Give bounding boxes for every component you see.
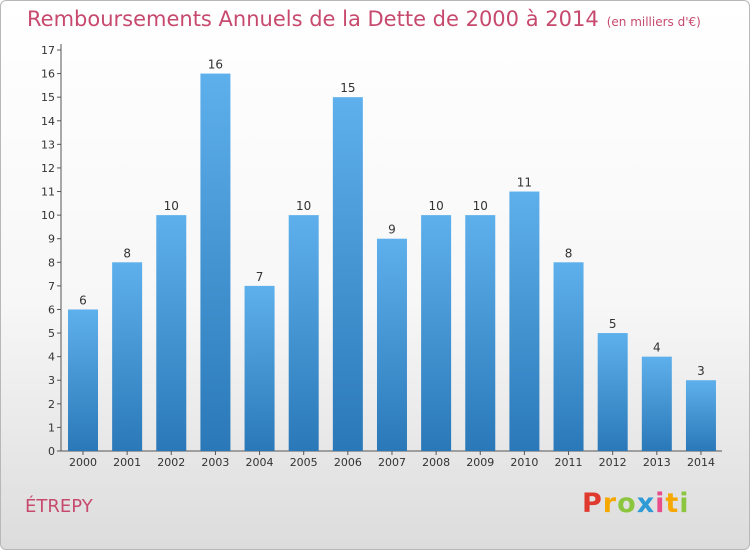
bar	[685, 380, 716, 451]
y-tick-label: 16	[41, 68, 55, 81]
bar	[68, 309, 98, 451]
logo-letter: r	[602, 488, 618, 519]
data-label: 10	[428, 199, 443, 213]
y-tick-label: 5	[48, 327, 55, 340]
y-tick-label: 9	[48, 233, 55, 246]
chart-unit: (en milliers d'€)	[606, 15, 701, 29]
data-label: 4	[653, 341, 661, 355]
x-tick-label: 2007	[378, 456, 406, 469]
x-tick-label: 2001	[113, 456, 141, 469]
bar	[597, 333, 628, 451]
logo-letter: i	[679, 488, 690, 519]
data-label: 7	[256, 270, 264, 284]
bar	[112, 262, 143, 451]
y-tick-label: 2	[48, 398, 55, 411]
x-tick-label: 2010	[510, 456, 538, 469]
x-tick-label: 2009	[466, 456, 494, 469]
bar	[288, 215, 319, 451]
y-tick-label: 14	[41, 115, 55, 128]
data-label: 3	[697, 364, 705, 378]
bar	[156, 215, 187, 451]
x-tick-label: 2012	[599, 456, 627, 469]
y-tick-label: 0	[48, 445, 55, 458]
y-tick-label: 8	[48, 256, 55, 269]
x-tick-label: 2013	[643, 456, 671, 469]
data-label: 8	[565, 246, 573, 260]
bar	[509, 191, 540, 451]
y-tick-label: 12	[41, 162, 55, 175]
x-tick-label: 2011	[555, 456, 583, 469]
x-tick-label: 2008	[422, 456, 450, 469]
bar	[244, 285, 275, 451]
data-label: 11	[517, 176, 532, 190]
data-label: 6	[79, 293, 87, 307]
y-tick-label: 4	[48, 351, 55, 364]
bar	[376, 238, 407, 451]
y-tick-label: 7	[48, 280, 55, 293]
data-label: 15	[340, 81, 355, 95]
y-tick-label: 1	[48, 421, 55, 434]
x-tick-label: 2006	[334, 456, 362, 469]
data-label: 9	[388, 223, 396, 237]
chart-title-text: Remboursements Annuels de la Dette de 20…	[27, 7, 599, 31]
x-tick-label: 2004	[246, 456, 274, 469]
proxiti-logo: Proxiti	[582, 488, 690, 519]
data-label: 8	[123, 246, 131, 260]
logo-letter: P	[582, 488, 603, 519]
logo-letter: t	[665, 488, 680, 519]
bar	[421, 215, 452, 451]
x-tick-label: 2014	[687, 456, 715, 469]
y-tick-label: 3	[48, 374, 55, 387]
bar	[465, 215, 496, 451]
y-tick-label: 11	[41, 186, 55, 199]
logo-letter: x	[636, 488, 656, 519]
y-tick-label: 10	[41, 209, 55, 222]
y-tick-label: 13	[41, 138, 55, 151]
data-label: 16	[208, 58, 223, 72]
bar	[641, 356, 672, 451]
data-label: 10	[296, 199, 311, 213]
y-tick-label: 15	[41, 91, 55, 104]
y-tick-label: 6	[48, 303, 55, 316]
y-tick-label: 17	[41, 44, 55, 57]
x-tick-label: 2000	[69, 456, 97, 469]
commune-name: ÉTREPY	[25, 496, 93, 517]
data-label: 5	[609, 317, 617, 331]
chart-title: Remboursements Annuels de la Dette de 20…	[27, 7, 701, 31]
x-tick-label: 2002	[157, 456, 185, 469]
x-tick-label: 2005	[290, 456, 318, 469]
x-tick-label: 2003	[201, 456, 229, 469]
logo-letter: i	[655, 488, 666, 519]
data-label: 10	[473, 199, 488, 213]
bar	[200, 73, 231, 452]
logo-letter: o	[617, 488, 637, 519]
bar	[332, 97, 363, 452]
bar	[553, 262, 584, 451]
data-label: 10	[164, 199, 179, 213]
